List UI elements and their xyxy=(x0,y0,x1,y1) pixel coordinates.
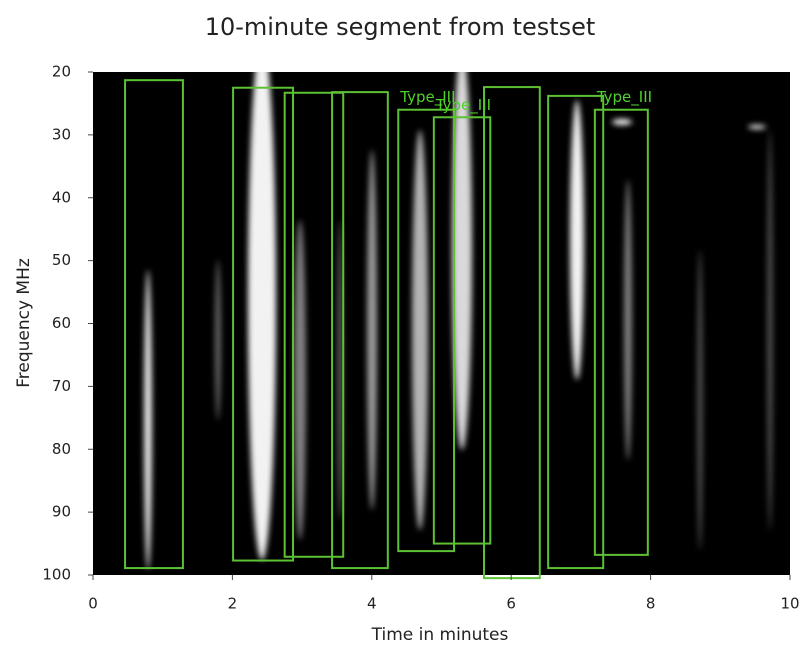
y-tick-label: 50 xyxy=(52,251,71,269)
y-tick-label: 30 xyxy=(52,125,71,143)
x-tick-label: 4 xyxy=(367,595,377,613)
box-label: Type_III xyxy=(596,88,652,107)
x-tick-label: 8 xyxy=(646,595,656,613)
x-tick-label: 6 xyxy=(506,595,516,613)
y-tick-label: 100 xyxy=(42,566,71,584)
detection-box xyxy=(483,86,541,580)
y-tick-label: 40 xyxy=(52,188,71,206)
box-label: Type_III xyxy=(435,96,491,115)
x-tick-label: 10 xyxy=(780,595,799,613)
detection-box xyxy=(283,91,345,558)
detection-box xyxy=(432,116,492,545)
plot-background xyxy=(93,72,790,575)
x-tick-label: 0 xyxy=(88,595,98,613)
y-axis-label: Frequency MHz xyxy=(14,258,34,388)
y-tick-label: 20 xyxy=(52,63,71,81)
spectrogram-texture xyxy=(144,72,773,570)
x-axis-label: Time in minutes xyxy=(371,625,509,645)
detection-box xyxy=(331,91,389,570)
detection-box xyxy=(232,86,295,562)
y-tick-label: 70 xyxy=(52,377,71,395)
detection-box xyxy=(397,108,456,553)
y-tick-label: 90 xyxy=(52,503,71,521)
detection-box xyxy=(593,108,649,556)
detection-box xyxy=(547,94,605,570)
detection-box xyxy=(124,79,184,570)
y-tick-label: 80 xyxy=(52,440,71,458)
chart-title: 10-minute segment from testset xyxy=(205,13,596,41)
box-label: Type_III xyxy=(399,88,455,107)
y-tick-label: 60 xyxy=(52,314,71,332)
x-tick-label: 2 xyxy=(228,595,238,613)
